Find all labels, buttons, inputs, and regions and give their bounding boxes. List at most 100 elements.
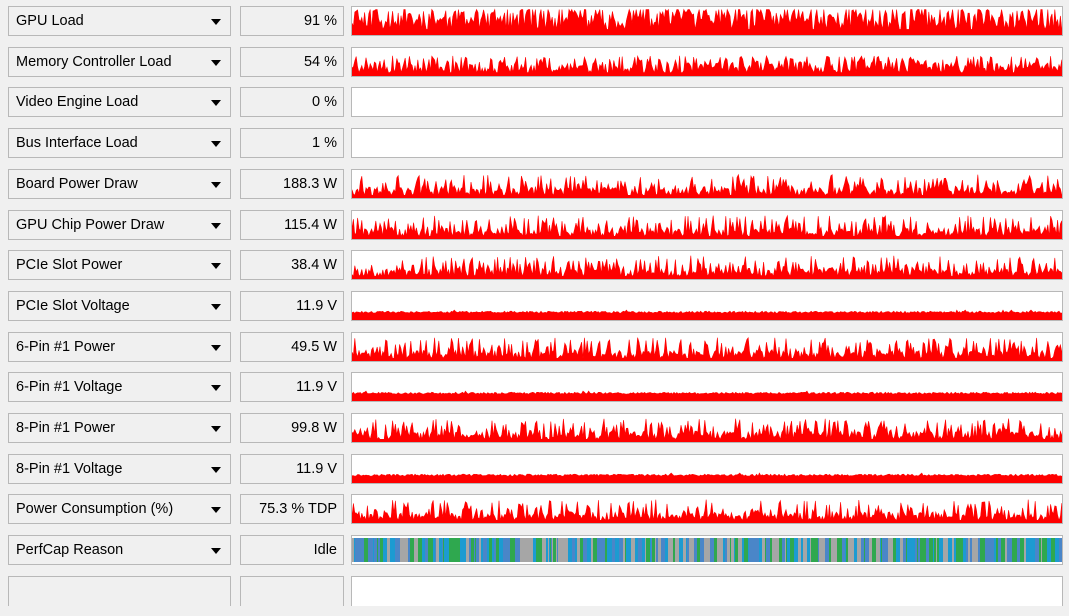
sensor-select-video-engine-load[interactable]: Video Engine Load: [8, 87, 231, 118]
sensor-graph-video-engine-load[interactable]: [351, 87, 1063, 118]
sensor-select-8-pin-1-voltage[interactable]: 8-Pin #1 Voltage: [8, 453, 231, 484]
perfcap-segment: [975, 538, 978, 563]
perfcap-segment: [681, 538, 683, 563]
sensor-history-plot: [352, 538, 1062, 563]
chevron-down-icon[interactable]: [211, 385, 221, 392]
chevron-down-icon[interactable]: [211, 344, 221, 351]
sensor-graph-memory-controller-load[interactable]: [351, 46, 1063, 77]
sensor-value-box: 75.3 % TDP: [240, 494, 344, 525]
perfcap-segment: [481, 538, 483, 563]
perfcap-segment: [404, 538, 408, 563]
sensor-graph-gpu-load[interactable]: [351, 6, 1063, 36]
sensor-value: 99.8 W: [291, 420, 337, 436]
sensor-graph-pcie-slot-voltage[interactable]: [351, 290, 1063, 321]
sensor-select-memory-controller-load[interactable]: Memory Controller Load: [8, 46, 231, 77]
sensor-graph-power-consumption[interactable]: [351, 494, 1063, 525]
sensor-select-gpu-load[interactable]: GPU Load: [8, 6, 231, 36]
sensor-select-bus-interface-load[interactable]: Bus Interface Load: [8, 128, 231, 159]
sensor-select-pcie-slot-voltage[interactable]: PCIe Slot Voltage: [8, 290, 231, 321]
chevron-down-icon[interactable]: [211, 303, 221, 310]
perfcap-segment: [390, 538, 391, 563]
perfcap-segment: [623, 538, 625, 563]
perfcap-segment: [655, 538, 656, 563]
sensor-graph-pcie-slot-power[interactable]: [351, 250, 1063, 281]
sensor-select-pcie-slot-power[interactable]: PCIe Slot Power: [8, 250, 231, 281]
perfcap-segment: [1008, 538, 1012, 563]
perfcap-segment: [871, 538, 872, 563]
sensor-row-6-pin-1-voltage: 6-Pin #1 Voltage 11.9 V: [0, 372, 1069, 412]
perfcap-segment: [583, 538, 587, 563]
sensor-name: 8-Pin #1 Voltage: [16, 460, 123, 477]
sensor-graph-8-pin-1-voltage[interactable]: [351, 453, 1063, 484]
sensor-select-board-power-draw[interactable]: Board Power Draw: [8, 168, 231, 199]
perfcap-segment: [566, 538, 568, 563]
perfcap-segment: [918, 538, 920, 563]
perfcap-segment: [428, 538, 430, 563]
perfcap-segment: [640, 538, 642, 563]
perfcap-segment: [810, 538, 811, 563]
perfcap-segment: [798, 538, 801, 563]
perfcap-segment: [494, 538, 496, 563]
sensor-graph-gpu-chip-power-draw[interactable]: [351, 209, 1063, 240]
sensor-history-area: [352, 499, 1062, 524]
chevron-down-icon[interactable]: [211, 181, 221, 188]
sensor-graph-6-pin-1-voltage[interactable]: [351, 372, 1063, 403]
chevron-down-icon[interactable]: [211, 507, 221, 514]
perfcap-segment: [948, 538, 952, 563]
sensor-select-power-consumption[interactable]: Power Consumption (%): [8, 494, 231, 525]
perfcap-segment: [790, 538, 794, 563]
perfcap-segment: [709, 538, 710, 563]
perfcap-segment: [1059, 538, 1062, 563]
sensor-row-perfcap-reason: PerfCap Reason Idle: [0, 535, 1069, 575]
sensor-select-gpu-chip-power-draw[interactable]: GPU Chip Power Draw: [8, 209, 231, 240]
perfcap-segment: [372, 538, 373, 563]
perfcap-segment: [766, 538, 770, 563]
chevron-down-icon[interactable]: [211, 222, 221, 229]
perfcap-segment: [908, 538, 911, 563]
sensor-graph-6-pin-1-power[interactable]: [351, 331, 1063, 362]
perfcap-segment: [359, 538, 363, 563]
perfcap-segment: [378, 538, 380, 563]
chevron-down-icon[interactable]: [211, 263, 221, 270]
sensor-history-plot: [352, 418, 1062, 442]
perfcap-segment: [717, 538, 719, 563]
perfcap-segment: [1051, 538, 1055, 563]
sensor-select-8-pin-1-power[interactable]: 8-Pin #1 Power: [8, 413, 231, 443]
perfcap-segment: [818, 538, 819, 563]
perfcap-segment: [683, 538, 686, 563]
perfcap-segment: [865, 538, 869, 563]
perfcap-segment: [714, 538, 717, 563]
chevron-down-icon[interactable]: [211, 59, 221, 66]
perfcap-segment: [922, 538, 926, 563]
chevron-down-icon[interactable]: [211, 100, 221, 107]
chevron-down-icon[interactable]: [211, 19, 221, 25]
sensor-graph-bus-interface-load[interactable]: [351, 128, 1063, 159]
perfcap-segment: [1045, 538, 1047, 563]
perfcap-segment: [861, 538, 864, 563]
perfcap-segment: [550, 538, 551, 563]
perfcap-segment: [742, 538, 744, 563]
perfcap-segment: [834, 538, 837, 563]
sensor-select-perfcap-reason[interactable]: PerfCap Reason: [8, 535, 231, 566]
perfcap-segment: [686, 538, 687, 563]
sensor-row-bus-interface-load: Bus Interface Load 1 %: [0, 128, 1069, 168]
chevron-down-icon[interactable]: [211, 426, 221, 432]
sensor-dropdown-partial[interactable]: [8, 575, 231, 606]
perfcap-segment: [803, 538, 807, 563]
sensor-name: 6-Pin #1 Power: [16, 338, 116, 355]
chevron-down-icon[interactable]: [211, 548, 221, 555]
perfcap-segment: [546, 538, 548, 563]
chevron-down-icon[interactable]: [211, 466, 221, 473]
sensor-graph-perfcap-reason[interactable]: [351, 535, 1063, 566]
sensor-graph-board-power-draw[interactable]: [351, 168, 1063, 199]
sensor-graph-partial[interactable]: [351, 575, 1063, 606]
perfcap-segment: [422, 538, 425, 563]
perfcap-segment: [561, 538, 564, 563]
sensor-select-6-pin-1-power[interactable]: 6-Pin #1 Power: [8, 331, 231, 362]
sensor-graph-8-pin-1-power[interactable]: [351, 413, 1063, 443]
perfcap-segment: [872, 538, 876, 563]
chevron-down-icon[interactable]: [211, 141, 221, 148]
perfcap-segment: [727, 538, 730, 563]
sensor-select-6-pin-1-voltage[interactable]: 6-Pin #1 Voltage: [8, 372, 231, 403]
perfcap-segment: [587, 538, 591, 563]
